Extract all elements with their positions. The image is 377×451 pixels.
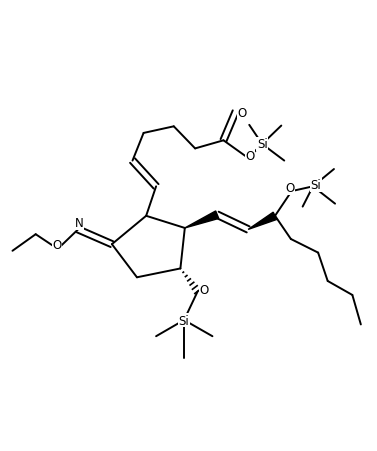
Text: Si: Si [311, 179, 321, 192]
Polygon shape [248, 213, 277, 230]
Text: O: O [52, 239, 62, 252]
Polygon shape [185, 212, 219, 229]
Text: O: O [200, 283, 209, 296]
Text: Si: Si [257, 138, 268, 151]
Text: O: O [285, 182, 294, 194]
Text: O: O [245, 149, 254, 162]
Text: Si: Si [179, 314, 190, 327]
Text: O: O [238, 106, 247, 120]
Text: N: N [74, 217, 83, 230]
